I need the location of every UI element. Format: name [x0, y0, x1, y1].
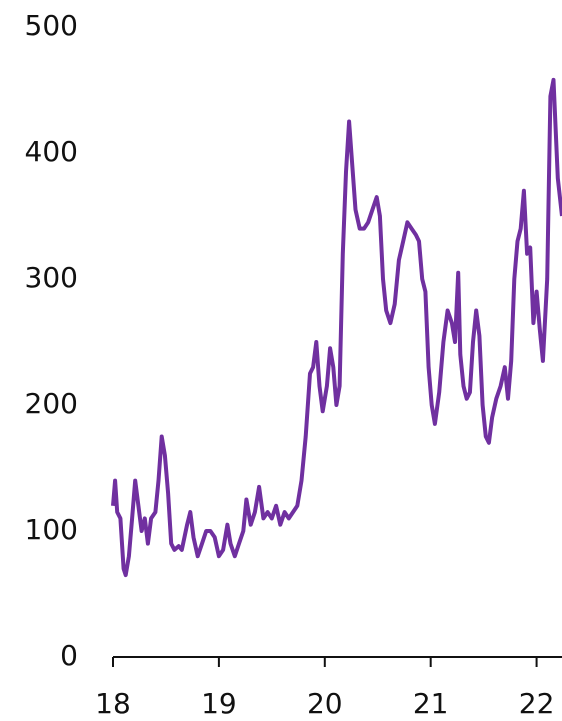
- y-tick-label: 500: [25, 9, 78, 42]
- x-tick-label: 20: [307, 687, 343, 720]
- data-line: [111, 77, 562, 578]
- y-tick-label: 400: [25, 135, 78, 168]
- x-tick-label: 22: [519, 687, 555, 720]
- y-tick-label: 100: [25, 513, 78, 546]
- y-tick-label: 300: [25, 261, 78, 294]
- x-tick-label: 19: [201, 687, 237, 720]
- y-tick-label: 200: [25, 387, 78, 420]
- y-tick-label: 0: [60, 639, 78, 672]
- x-tick-label: 21: [413, 687, 449, 720]
- x-tick-label: 18: [95, 687, 131, 720]
